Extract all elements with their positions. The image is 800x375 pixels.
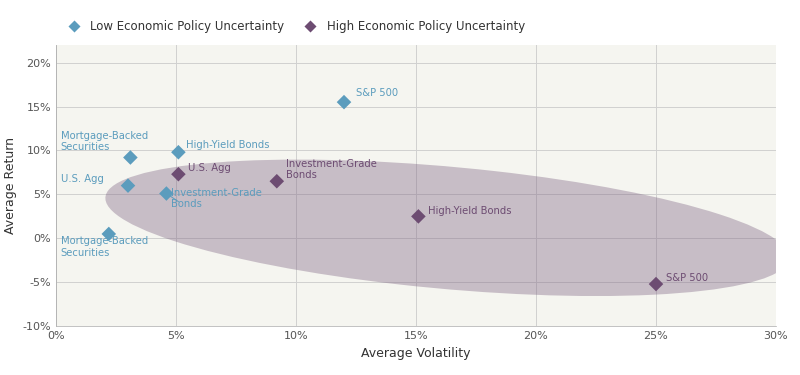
Point (124, 154, 137, 160)
Text: S&P 500: S&P 500 (356, 88, 398, 98)
Y-axis label: Average Return: Average Return (4, 137, 17, 234)
Text: Mortgage-Backed
Securities: Mortgage-Backed Securities (61, 130, 148, 152)
Text: Investment-Grade
Bonds: Investment-Grade Bonds (171, 188, 262, 209)
Text: S&P 500: S&P 500 (666, 273, 708, 283)
Point (412, 213, 425, 219)
Point (338, 99, 350, 105)
Point (160, 190, 173, 196)
Point (172, 149, 185, 155)
Text: U.S. Agg: U.S. Agg (61, 174, 104, 184)
Text: High-Yield Bonds: High-Yield Bonds (428, 206, 511, 216)
Text: High-Yield Bonds: High-Yield Bonds (186, 140, 269, 150)
Point (102, 231, 115, 237)
Point (172, 171, 185, 177)
Text: Investment-Grade
Bonds: Investment-Grade Bonds (286, 159, 378, 180)
Ellipse shape (106, 160, 789, 296)
Legend: Low Economic Policy Uncertainty, High Economic Policy Uncertainty: Low Economic Policy Uncertainty, High Ec… (62, 21, 525, 33)
Text: U.S. Agg: U.S. Agg (188, 164, 231, 173)
Point (270, 178, 283, 184)
Point (650, 281, 662, 287)
X-axis label: Average Volatility: Average Volatility (362, 346, 470, 360)
Text: Mortgage-Backed
Securities: Mortgage-Backed Securities (61, 236, 148, 258)
Point (122, 183, 134, 189)
